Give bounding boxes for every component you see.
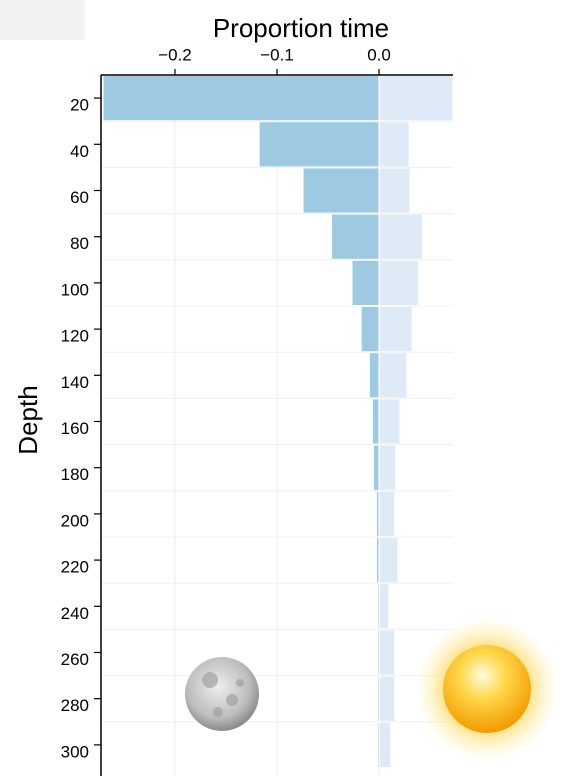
y-tick-label: 80 <box>70 234 89 253</box>
bar <box>379 307 412 352</box>
bar <box>332 214 380 259</box>
bar <box>379 630 395 675</box>
bar <box>379 76 453 121</box>
y-tick-label: 100 <box>61 280 89 299</box>
corner-box <box>0 0 85 40</box>
y-tick-label: 60 <box>70 188 89 207</box>
y-tick-label: 160 <box>61 419 89 438</box>
y-tick-label: 240 <box>61 604 89 623</box>
y-tick-label: 40 <box>70 142 89 161</box>
bar <box>379 399 400 444</box>
y-tick-label: 140 <box>61 373 89 392</box>
bar <box>379 260 418 305</box>
bar <box>361 307 380 352</box>
bar <box>379 122 409 167</box>
y-tick-label: 120 <box>61 327 89 346</box>
chart-title: Proportion time <box>213 13 389 43</box>
x-tick-label: 0.0 <box>367 45 391 64</box>
bar <box>376 538 380 583</box>
bar <box>379 676 395 721</box>
bar <box>379 353 407 398</box>
moon-icon <box>185 657 259 731</box>
bar <box>369 353 380 398</box>
bar <box>103 76 380 121</box>
x-tick-label: −0.2 <box>158 45 192 64</box>
x-tick-label: −0.1 <box>260 45 294 64</box>
bar <box>259 122 380 167</box>
y-tick-label: 300 <box>61 742 89 761</box>
plot-area: −0.2 −0.1 0.0 20 40 60 80 100 120 140 160 180 200 220… <box>61 45 453 776</box>
y-tick-label: 180 <box>61 465 89 484</box>
bar <box>379 584 389 629</box>
bar <box>379 538 398 583</box>
bar <box>373 445 380 490</box>
y-tick-label: 200 <box>61 511 89 530</box>
moon-craters <box>202 672 244 717</box>
bar <box>352 260 380 305</box>
bar <box>372 399 380 444</box>
bar <box>379 168 410 213</box>
bar <box>379 491 395 536</box>
y-axis-label: Depth <box>13 385 43 454</box>
bar <box>379 214 422 259</box>
sun-icon <box>443 645 531 733</box>
bar <box>379 445 396 490</box>
bar <box>376 491 380 536</box>
y-tick-label: 260 <box>61 650 89 669</box>
y-tick-label: 20 <box>70 96 89 115</box>
y-tick-label: 280 <box>61 696 89 715</box>
bar <box>303 168 380 213</box>
bar <box>379 722 391 767</box>
y-tick-label: 220 <box>61 558 89 577</box>
